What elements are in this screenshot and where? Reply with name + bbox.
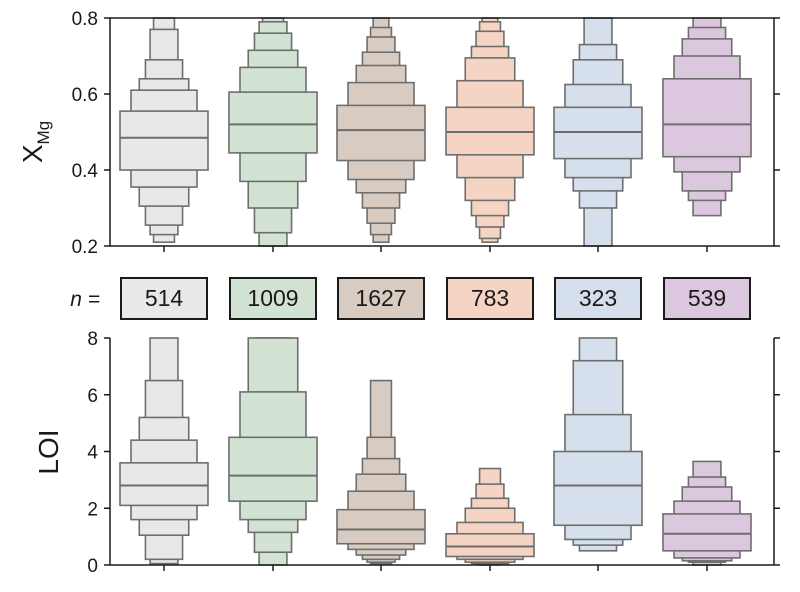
count-box-5 [554, 277, 642, 320]
bottom-plot-area [119, 337, 752, 566]
top-ytick-label-2: 0.6 [72, 85, 98, 106]
count-value-1: 514 [145, 285, 184, 311]
bottom-group-5-box-level-1 [553, 450, 643, 527]
bottom-ytick-label-4: 8 [87, 329, 98, 350]
count-boxes: 514 1009 1627 783 323 539 [120, 277, 751, 320]
bottom-ytick-label-1: 2 [87, 499, 98, 520]
bottom-ylabel: LOI [33, 429, 64, 474]
top-xaxis-ticks [163, 246, 708, 252]
top-yaxis-ticks: 0.2 0.4 0.6 0.8 [72, 9, 780, 258]
top-ylabel-main: X [17, 144, 48, 163]
top-group-1-box-level-1 [119, 110, 209, 171]
top-ytick-label-0: 0.2 [72, 237, 98, 258]
count-box-1 [120, 277, 208, 320]
counts-row: n = 514 1009 1627 783 323 539 [70, 277, 751, 320]
bottom-yaxis-ticks: 0 2 4 6 8 [87, 329, 780, 577]
count-value-4: 783 [471, 285, 509, 311]
bottom-ytick-label-2: 4 [87, 443, 98, 464]
count-value-5: 323 [579, 285, 617, 311]
bottom-group-2-box-level-1 [228, 436, 318, 502]
count-box-6 [663, 277, 751, 320]
top-group-2-box-level-1 [228, 91, 318, 154]
bottom-xaxis-ticks [163, 565, 708, 571]
count-value-6: 539 [688, 285, 726, 311]
count-value-3: 1627 [355, 285, 406, 311]
top-ylabel-subscript: Mg [34, 121, 53, 145]
count-box-2 [229, 277, 317, 320]
count-box-3 [337, 277, 425, 320]
top-ytick-label-1: 0.4 [72, 161, 99, 182]
bottom-ytick-label-0: 0 [87, 556, 98, 577]
bottom-group-6-box-level-1 [662, 513, 752, 552]
count-box-4 [446, 277, 534, 320]
top-ylabel: XMg [17, 121, 53, 163]
bottom-ytick-label-3: 6 [87, 386, 98, 407]
n-label: n = [70, 288, 100, 311]
top-group-3-box-level-1 [336, 104, 426, 162]
bottom-group-3-box-level-1 [336, 508, 426, 545]
top-plot-area [119, 17, 752, 247]
bottom-panel: 0 2 4 6 8 LOI [33, 329, 780, 577]
top-ytick-label-3: 0.8 [72, 9, 98, 30]
bottom-group-1-box-level-1 [119, 462, 209, 507]
count-value-2: 1009 [247, 285, 298, 311]
top-panel: 0.2 0.4 0.6 0.8 XMg [17, 9, 780, 258]
top-group-6-box-level-1 [662, 78, 752, 158]
bottom-group-4-box-level-1 [445, 532, 535, 558]
